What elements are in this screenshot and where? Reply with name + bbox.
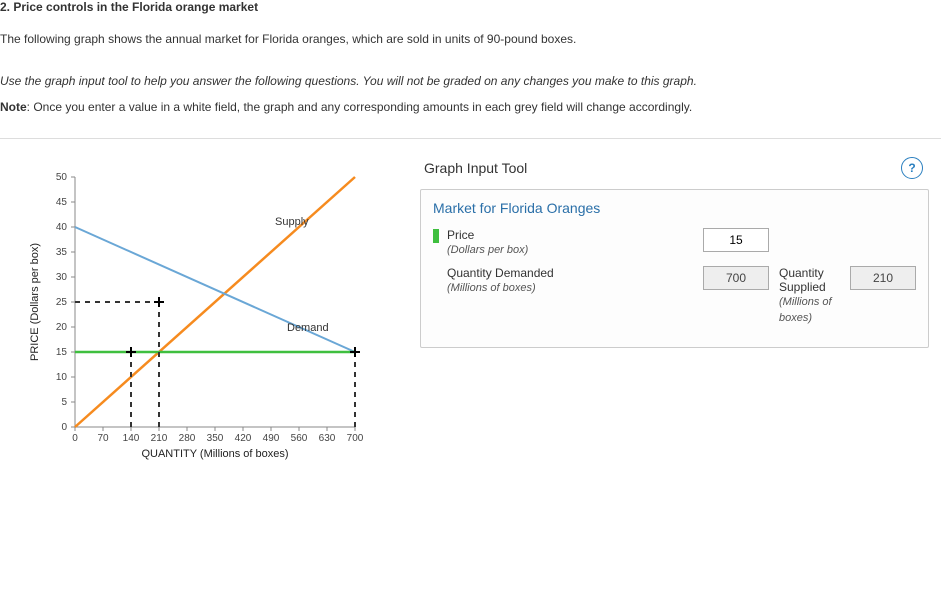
price-swatch — [433, 229, 439, 243]
svg-text:700: 700 — [347, 433, 364, 444]
svg-text:30: 30 — [56, 272, 68, 283]
svg-text:PRICE (Dollars per box): PRICE (Dollars per box) — [29, 243, 41, 361]
svg-text:Demand: Demand — [287, 322, 329, 334]
tool-title: Graph Input Tool — [424, 160, 527, 176]
svg-text:420: 420 — [235, 433, 252, 444]
svg-text:0: 0 — [72, 433, 78, 444]
note-text: Note: Once you enter a value in a white … — [0, 100, 941, 114]
svg-text:10: 10 — [56, 372, 68, 383]
svg-text:560: 560 — [291, 433, 308, 444]
price-label-text: Price — [447, 228, 474, 242]
question-heading: 2. Price controls in the Florida orange … — [0, 0, 941, 24]
svg-text:630: 630 — [319, 433, 336, 444]
qd-label: Quantity Demanded (Millions of boxes) — [447, 266, 554, 296]
svg-text:0: 0 — [61, 422, 67, 433]
price-sublabel: (Dollars per box) — [447, 244, 528, 256]
price-label: Price (Dollars per box) — [447, 228, 528, 258]
qs-label: Quantity Supplied (Millions of boxes) — [779, 266, 842, 325]
instruction-text: Use the graph input tool to help you ans… — [0, 74, 941, 88]
qs-output — [850, 266, 916, 290]
svg-text:50: 50 — [56, 172, 68, 183]
svg-text:45: 45 — [56, 197, 68, 208]
svg-text:5: 5 — [61, 397, 67, 408]
svg-text:35: 35 — [56, 247, 68, 258]
svg-text:210: 210 — [151, 433, 168, 444]
svg-text:20: 20 — [56, 322, 68, 333]
svg-text:280: 280 — [179, 433, 196, 444]
svg-text:70: 70 — [97, 433, 109, 444]
svg-text:QUANTITY (Millions of boxes): QUANTITY (Millions of boxes) — [141, 448, 288, 460]
tool-box: Market for Florida Oranges Price (Dollar… — [420, 189, 929, 348]
svg-text:15: 15 — [56, 347, 68, 358]
intro-text: The following graph shows the annual mar… — [0, 32, 941, 46]
svg-text:25: 25 — [56, 297, 68, 308]
qs-label-text: Quantity Supplied — [779, 266, 826, 294]
svg-text:350: 350 — [207, 433, 224, 444]
svg-text:40: 40 — [56, 222, 68, 233]
svg-text:Supply: Supply — [275, 216, 309, 228]
chart-svg[interactable]: 0 70 140 210 280 350 420 490 560 630 700 0 5 10 15 20 25… — [20, 167, 380, 467]
svg-text:490: 490 — [263, 433, 280, 444]
help-icon[interactable]: ? — [901, 157, 923, 179]
qd-output — [703, 266, 769, 290]
note-prefix: Note — [0, 100, 27, 114]
qd-label-text: Quantity Demanded — [447, 266, 554, 280]
svg-text:140: 140 — [123, 433, 140, 444]
graph-input-tool: Graph Input Tool ? Market for Florida Or… — [420, 157, 941, 348]
qd-sublabel: (Millions of boxes) — [447, 282, 536, 294]
chart-container: 0 70 140 210 280 350 420 490 560 630 700 0 5 10 15 20 25… — [0, 157, 400, 467]
market-title: Market for Florida Oranges — [433, 200, 916, 216]
price-input[interactable] — [703, 228, 769, 252]
note-body: : Once you enter a value in a white fiel… — [27, 100, 693, 114]
qs-sublabel: (Millions of boxes) — [779, 296, 832, 323]
